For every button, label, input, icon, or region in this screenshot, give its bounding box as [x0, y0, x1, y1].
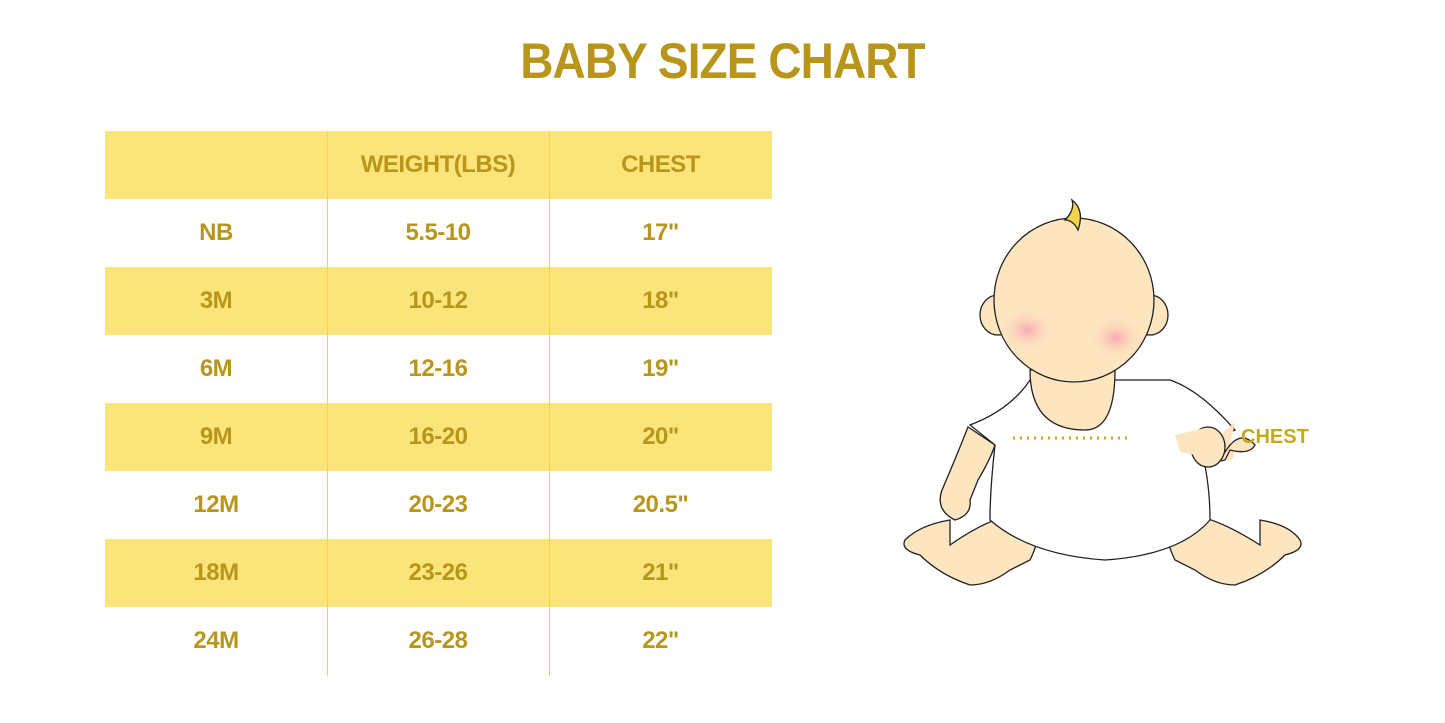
table-row: NB 5.5-10 17"	[105, 199, 772, 267]
cell-size: 6M	[199, 355, 233, 382]
column-divider	[327, 131, 328, 676]
header-chest: CHEST	[621, 151, 700, 178]
cell-size: 24M	[193, 627, 239, 654]
table-row: 24M 26-28 22"	[105, 607, 772, 675]
header-weight: WEIGHT(LBS)	[360, 151, 516, 178]
table-row: 12M 20-23 20.5"	[105, 471, 772, 539]
table-row: 18M 23-26 21"	[105, 539, 772, 607]
cell-weight: 26-28	[408, 627, 468, 654]
cell-weight: 16-20	[408, 423, 468, 450]
cell-weight: 23-26	[408, 559, 468, 586]
cell-weight: 5.5-10	[405, 219, 471, 246]
table-header-row: WEIGHT(LBS) CHEST	[105, 131, 772, 199]
cell-size: 18M	[193, 559, 239, 586]
cell-size: NB	[199, 219, 233, 246]
cell-chest: 19"	[642, 355, 679, 382]
header-size	[105, 131, 327, 199]
table-row: 9M 16-20 20"	[105, 403, 772, 471]
table-row: 6M 12-16 19"	[105, 335, 772, 403]
cell-chest: 21"	[642, 559, 679, 586]
cell-size: 9M	[199, 423, 233, 450]
cell-chest: 20"	[642, 423, 679, 450]
cell-weight: 20-23	[408, 491, 468, 518]
column-divider	[549, 131, 550, 676]
size-table: WEIGHT(LBS) CHEST NB 5.5-10 17" 3M 10-12 18" 6…	[105, 131, 772, 675]
cell-chest: 22"	[642, 627, 679, 654]
baby-illustration	[880, 190, 1330, 605]
cell-size: 12M	[193, 491, 239, 518]
chest-label: CHEST	[1241, 426, 1309, 448]
cell-size: 3M	[199, 287, 233, 314]
cell-chest: 18"	[642, 287, 679, 314]
cell-weight: 10-12	[408, 287, 468, 314]
cell-chest: 17"	[642, 219, 679, 246]
page-title: BABY SIZE CHART	[520, 33, 925, 89]
cell-chest: 20.5"	[632, 491, 689, 518]
cell-weight: 12-16	[408, 355, 468, 382]
table-row: 3M 10-12 18"	[105, 267, 772, 335]
